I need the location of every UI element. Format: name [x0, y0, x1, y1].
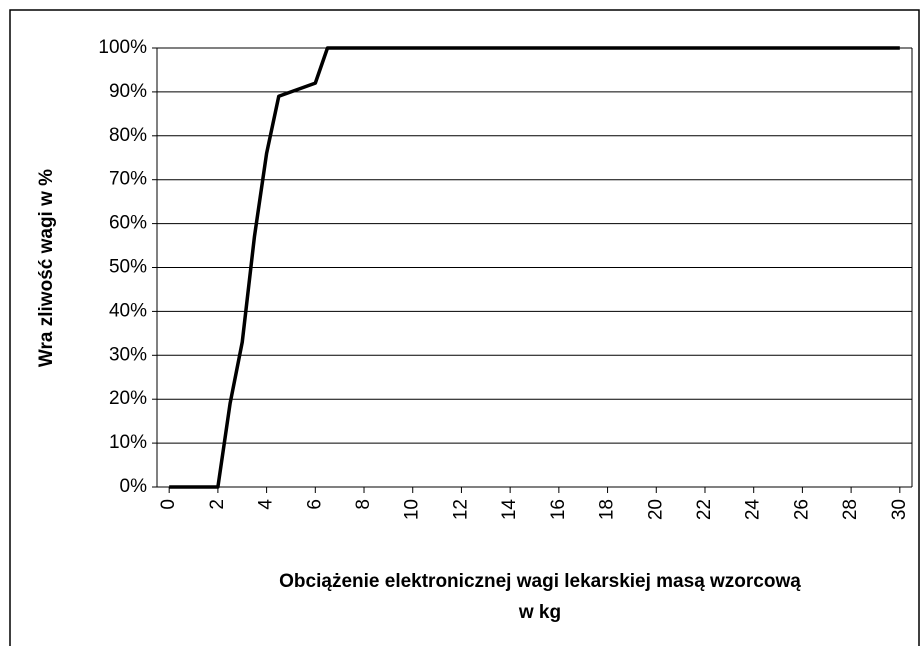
x-tick-label: 10: [402, 499, 423, 520]
x-tick-label: 18: [597, 499, 618, 520]
y-tick-label: 0%: [120, 476, 148, 497]
x-axis-label: Obciążenie elektronicznej wagi lekarskie…: [279, 571, 801, 592]
x-tick-label: 20: [645, 499, 666, 520]
x-tick-label: 0: [158, 499, 179, 510]
y-axis-label: Wra zliwość wagi w %: [36, 169, 57, 367]
x-tick-label: 16: [548, 499, 569, 520]
x-tick-label: 28: [840, 499, 861, 520]
y-tick-label: 100%: [98, 37, 147, 58]
x-tick-label: 12: [450, 499, 471, 520]
x-tick-label: 24: [743, 499, 764, 521]
chart-frame: [9, 9, 920, 646]
y-tick-label: 20%: [109, 388, 147, 409]
y-tick-label: 70%: [109, 169, 147, 190]
x-tick-label: 4: [256, 499, 277, 510]
x-tick-label: 8: [353, 499, 374, 510]
y-tick-label: 40%: [109, 300, 147, 321]
y-tick-label: 30%: [109, 344, 147, 365]
x-axis-label: w kg: [518, 602, 561, 623]
x-tick-label: 26: [791, 499, 812, 520]
y-tick-label: 10%: [109, 432, 147, 453]
y-tick-label: 80%: [109, 125, 147, 146]
x-tick-label: 2: [207, 499, 228, 510]
x-tick-label: 30: [889, 499, 910, 520]
y-tick-label: 50%: [109, 257, 147, 278]
x-tick-label: 22: [694, 499, 715, 520]
y-tick-label: 90%: [109, 81, 147, 102]
line-series: [169, 46, 900, 489]
x-tick-label: 6: [304, 499, 325, 510]
x-tick-label: 14: [499, 499, 520, 521]
y-tick-label: 60%: [109, 213, 147, 234]
